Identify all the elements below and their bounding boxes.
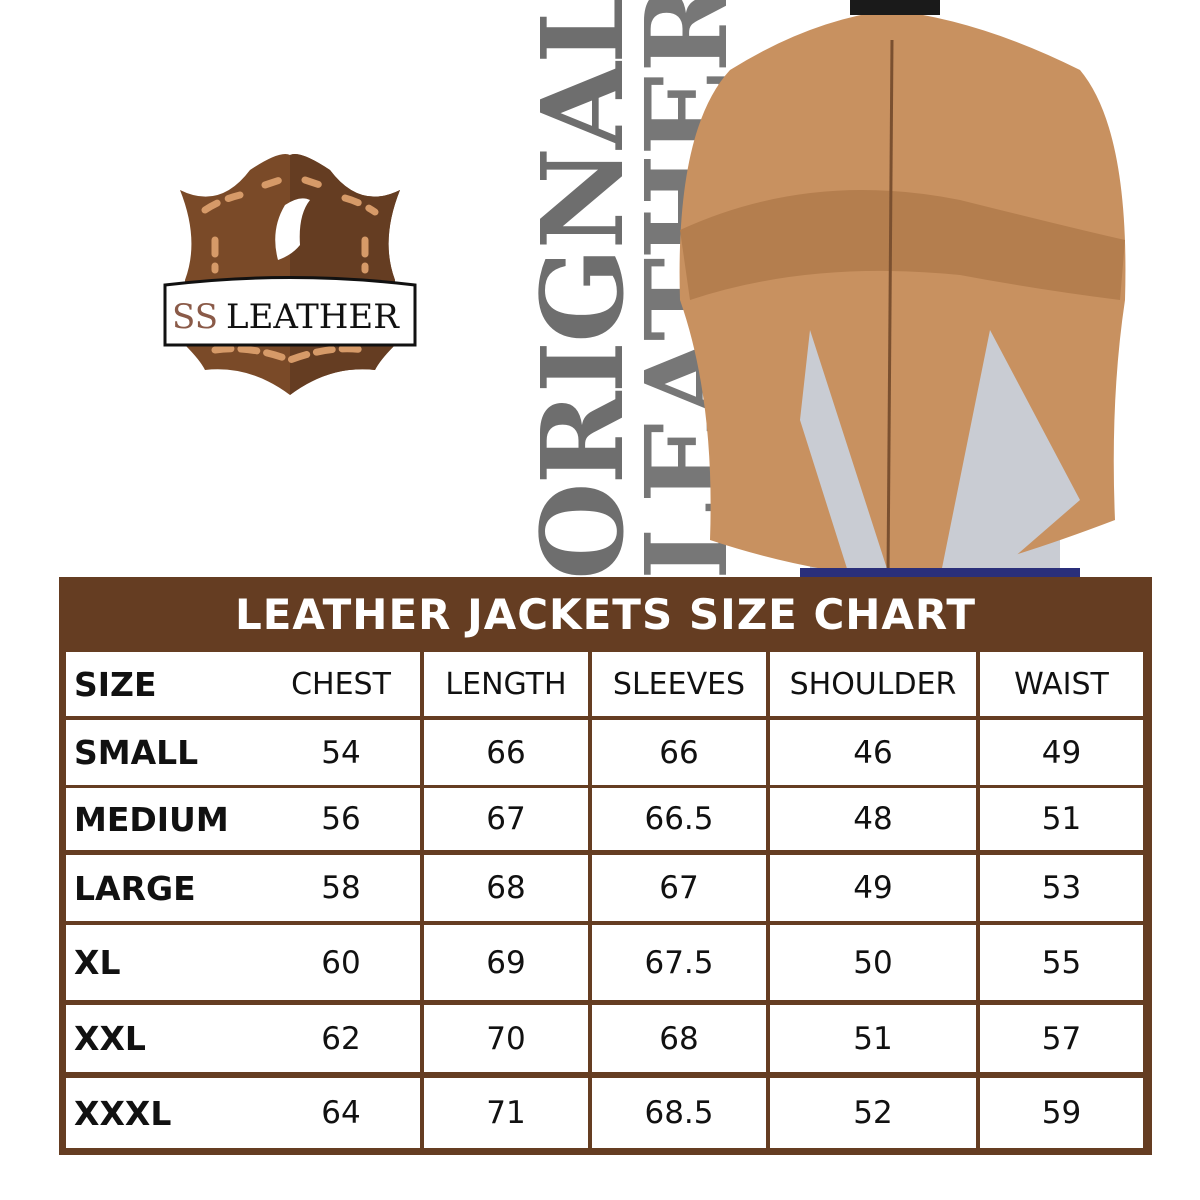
size-label: XXXL <box>66 1078 265 1148</box>
cell-chest: 58 <box>262 855 420 921</box>
header-length: LENGTH <box>424 652 588 716</box>
cell-length: 66 <box>424 720 588 785</box>
size-label: SMALL <box>66 720 265 785</box>
cell-shoulder: 50 <box>770 925 976 1000</box>
model-jacket-photo <box>679 0 1126 578</box>
size-label: LARGE <box>66 855 265 921</box>
header-shoulder: SHOULDER <box>770 652 976 716</box>
header-chest: CHEST <box>262 652 420 716</box>
cell-waist: 49 <box>980 720 1143 785</box>
cell-length: 71 <box>424 1078 588 1148</box>
cell-chest: 62 <box>262 1005 420 1072</box>
ss-leather-logo: SS LEATHER <box>163 154 417 395</box>
cell-length: 70 <box>424 1005 588 1072</box>
cell-waist: 55 <box>980 925 1143 1000</box>
cell-shoulder: 46 <box>770 720 976 785</box>
header-waist: WAIST <box>980 652 1143 716</box>
cell-shoulder: 52 <box>770 1078 976 1148</box>
cell-shoulder: 51 <box>770 1005 976 1072</box>
cell-sleeves: 67.5 <box>592 925 766 1000</box>
size-chart-table: LEATHER JACKETS SIZE CHART SIZE CHEST LENG… <box>59 577 1152 1155</box>
cell-length: 67 <box>424 788 588 850</box>
header-size: SIZE <box>66 652 265 716</box>
cell-sleeves: 66.5 <box>592 788 766 850</box>
cell-length: 68 <box>424 855 588 921</box>
cell-chest: 54 <box>262 720 420 785</box>
cell-chest: 60 <box>262 925 420 1000</box>
size-label: XXL <box>66 1005 265 1072</box>
size-label: XL <box>66 925 265 1000</box>
cell-sleeves: 66 <box>592 720 766 785</box>
cell-length: 69 <box>424 925 588 1000</box>
cell-sleeves: 68 <box>592 1005 766 1072</box>
cell-sleeves: 68.5 <box>592 1078 766 1148</box>
cell-waist: 57 <box>980 1005 1143 1072</box>
cell-waist: 53 <box>980 855 1143 921</box>
cell-waist: 51 <box>980 788 1143 850</box>
cell-chest: 64 <box>262 1078 420 1148</box>
cell-shoulder: 48 <box>770 788 976 850</box>
header-sleeves: SLEEVES <box>592 652 766 716</box>
cell-chest: 56 <box>262 788 420 850</box>
cell-shoulder: 49 <box>770 855 976 921</box>
size-label: MEDIUM <box>66 788 265 850</box>
cell-waist: 59 <box>980 1078 1143 1148</box>
size-chart-title: LEATHER JACKETS SIZE CHART <box>234 590 977 639</box>
svg-text:SS: SS <box>172 297 218 337</box>
cell-sleeves: 67 <box>592 855 766 921</box>
svg-text:LEATHER: LEATHER <box>226 297 400 337</box>
